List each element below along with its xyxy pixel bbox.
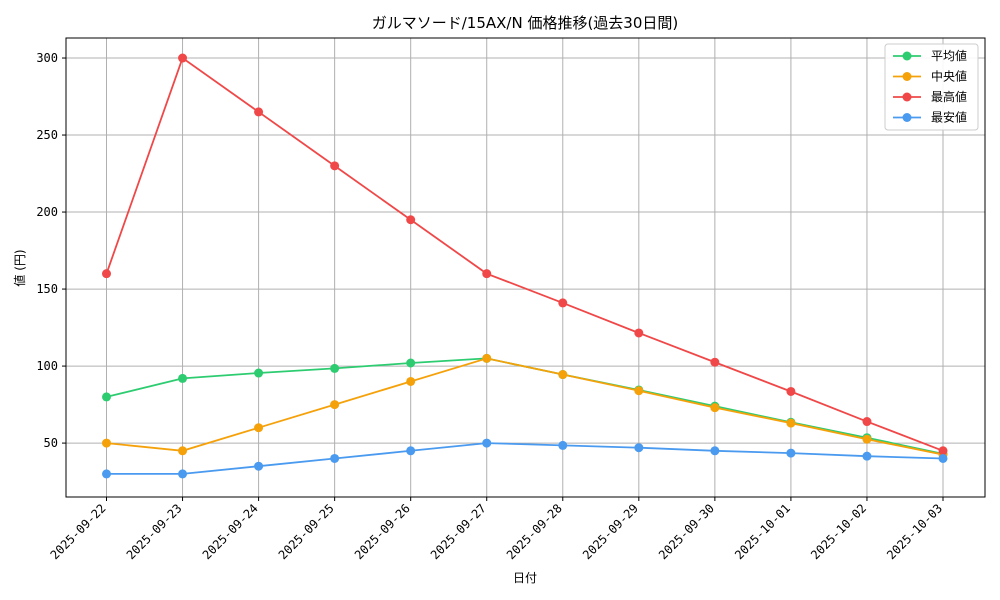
data-point xyxy=(710,446,720,456)
data-point xyxy=(482,353,492,363)
data-point xyxy=(178,53,188,63)
data-point xyxy=(710,357,720,367)
x-tick-label: 2025-09-29 xyxy=(580,501,641,562)
data-point xyxy=(786,448,796,458)
plot-frame xyxy=(65,37,986,498)
legend-label: 平均値 xyxy=(931,48,967,63)
x-tick-label: 2025-09-22 xyxy=(48,501,109,562)
series-3 xyxy=(102,438,948,479)
x-tick-label: 2025-09-26 xyxy=(352,501,413,562)
series-line xyxy=(106,442,944,475)
y-tick-label: 100 xyxy=(36,359,58,373)
legend-marker xyxy=(902,72,912,81)
series-line xyxy=(105,56,944,452)
data-point xyxy=(862,434,872,444)
series-line xyxy=(106,357,944,456)
legend-item: 最安値 xyxy=(893,110,967,125)
data-point xyxy=(406,446,416,456)
data-point xyxy=(330,161,340,171)
data-point xyxy=(254,461,264,471)
y-tick-label: 150 xyxy=(36,282,58,296)
data-point xyxy=(406,215,416,225)
data-point xyxy=(178,373,188,383)
legend-label: 最高値 xyxy=(931,89,967,104)
data-point xyxy=(330,400,340,410)
legend-marker xyxy=(902,113,912,122)
legend-marker xyxy=(902,51,912,61)
data-point xyxy=(634,328,644,338)
data-point xyxy=(862,417,872,427)
grid xyxy=(66,38,985,497)
legend-item: 最高値 xyxy=(893,89,967,104)
data-point xyxy=(102,269,111,279)
y-tick-label: 50 xyxy=(44,436,58,450)
data-point xyxy=(330,363,340,373)
data-point xyxy=(482,438,492,448)
data-point xyxy=(786,418,796,428)
x-axis-title: 日付 xyxy=(513,571,537,585)
legend-marker xyxy=(902,92,912,102)
legend-label: 最安値 xyxy=(931,110,967,125)
y-axis-title: 値 (円) xyxy=(12,249,27,286)
x-tick-label: 2025-09-23 xyxy=(124,501,185,562)
data-point xyxy=(482,269,492,279)
series-layer xyxy=(102,53,948,479)
legend-item: 中央値 xyxy=(893,69,967,84)
data-point xyxy=(558,298,568,308)
y-tick-label: 250 xyxy=(36,128,58,142)
data-point xyxy=(254,107,264,117)
data-point xyxy=(102,438,111,448)
x-tick-label: 2025-10-03 xyxy=(884,501,945,562)
x-tick-label: 2025-09-27 xyxy=(428,501,489,562)
data-point xyxy=(634,443,644,453)
data-point xyxy=(558,370,568,380)
chart-title: ガルマソード/15AX/N 価格推移(過去30日間) xyxy=(372,14,679,32)
x-tick-label: 2025-09-28 xyxy=(504,501,565,562)
data-point xyxy=(710,403,720,413)
data-point xyxy=(254,368,264,378)
data-point xyxy=(786,386,796,396)
data-point xyxy=(406,358,416,368)
data-point xyxy=(330,453,340,463)
y-tick-label: 200 xyxy=(36,205,58,219)
data-point xyxy=(862,451,872,461)
data-point xyxy=(102,392,111,402)
x-tick-label: 2025-09-25 xyxy=(276,501,337,562)
x-tick-label: 2025-10-02 xyxy=(808,501,869,562)
data-point xyxy=(938,446,948,456)
x-tick-label: 2025-09-24 xyxy=(200,501,261,562)
series-2 xyxy=(102,53,948,456)
x-tick-label: 2025-10-01 xyxy=(732,501,793,562)
data-point xyxy=(178,469,188,479)
legend-box xyxy=(884,43,979,131)
legend-item: 平均値 xyxy=(893,48,967,63)
y-tick-label: 300 xyxy=(36,51,58,65)
data-point xyxy=(938,453,948,463)
data-point xyxy=(634,386,644,396)
data-point xyxy=(102,469,111,479)
legend-label: 中央値 xyxy=(931,69,967,84)
series-line xyxy=(106,357,944,455)
x-tick-label: 2025-09-30 xyxy=(656,501,717,562)
data-point xyxy=(254,423,264,433)
data-point xyxy=(558,440,568,450)
x-axis: 2025-09-22 2025-09-23 2025-09-24 2025-09-25… xyxy=(48,497,945,562)
data-point xyxy=(178,446,188,456)
data-point xyxy=(406,376,416,386)
y-axis: 50 100 150 200 250 300 xyxy=(36,51,66,450)
